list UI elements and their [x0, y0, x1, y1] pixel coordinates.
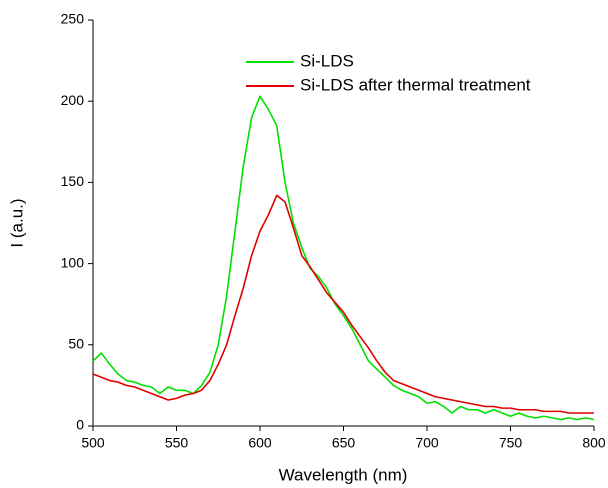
x-tick-label: 600 [248, 435, 272, 451]
y-tick-label: 0 [76, 417, 84, 433]
y-tick-label: 50 [68, 336, 84, 352]
y-tick-label: 200 [61, 92, 85, 108]
legend-text: Si-LDS [300, 51, 354, 70]
x-tick-label: 550 [165, 435, 189, 451]
y-tick-label: 150 [61, 173, 85, 189]
y-axis-title: I (a.u.) [7, 198, 26, 247]
y-tick-label: 100 [61, 254, 85, 270]
y-tick-label: 250 [61, 11, 85, 27]
series-line [92, 95, 595, 421]
legend-text: Si-LDS after thermal treatment [300, 75, 531, 94]
x-tick-label: 800 [582, 435, 606, 451]
x-tick-label: 650 [332, 435, 356, 451]
x-axis-title: Wavelength (nm) [279, 465, 408, 484]
x-tick-label: 700 [415, 435, 439, 451]
x-tick-label: 750 [499, 435, 523, 451]
x-tick-label: 500 [81, 435, 105, 451]
series-line [92, 194, 594, 414]
